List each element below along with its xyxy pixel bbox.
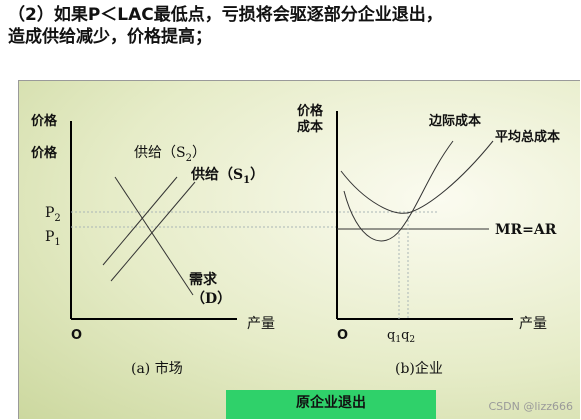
- market-graph: 价格 价格 供给（S2） 供给（S1） 需求 （D） P2 P1 O 产量 (a…: [31, 113, 439, 377]
- supply-s2-label: 供给（S2）: [134, 145, 206, 164]
- firm-exit-box: 原企业退出: [226, 390, 436, 419]
- demand-label-1: 需求: [189, 271, 218, 288]
- economics-diagram: 价格 价格 供给（S2） 供给（S1） 需求 （D） P2 P1 O 产量 (a…: [31, 103, 560, 377]
- firm-y-label-1: 价格: [297, 103, 324, 119]
- q1-q2-labels: q1q2: [387, 328, 415, 345]
- heading-line-2: 造成供给减少，价格提高；: [8, 27, 212, 47]
- market-y-label-1: 价格: [31, 113, 58, 129]
- firm-caption: (b)企业: [395, 360, 443, 377]
- p2-label: P2: [45, 205, 61, 224]
- mr-ar-label: MR=AR: [495, 222, 557, 238]
- market-origin: O: [71, 328, 82, 343]
- heading-line-1-text: 如果P＜LAC最低点，亏损将会驱逐部分企业退出，: [53, 5, 443, 25]
- atc-label: 平均总成本: [495, 129, 560, 145]
- firm-origin: O: [337, 328, 348, 343]
- market-y-label-2: 价格: [31, 145, 58, 161]
- mc-label: 边际成本: [428, 113, 481, 129]
- demand-line: [114, 176, 194, 296]
- firm-graph: 价格 成本 边际成本 平均总成本 MR=AR O q1q2 产量 (b)企业: [297, 103, 560, 377]
- supply-s2-line: [102, 176, 178, 266]
- p1-label: P1: [45, 229, 61, 248]
- heading-number: （2）: [8, 5, 54, 25]
- heading-line-1: （2）如果P＜LAC最低点，亏损将会驱逐部分企业退出，: [8, 4, 578, 26]
- heading: （2）如果P＜LAC最低点，亏损将会驱逐部分企业退出， 造成供给减少，价格提高；: [8, 4, 578, 48]
- market-caption: (a) 市场: [131, 360, 183, 377]
- firm-x-label: 产量: [519, 316, 547, 332]
- mc-curve: [343, 140, 454, 242]
- demand-label-2: （D）: [191, 291, 231, 307]
- atc-curve: [340, 140, 494, 214]
- firm-y-label-2: 成本: [297, 119, 323, 135]
- diagram-panel: 价格 价格 供给（S2） 供给（S1） 需求 （D） P2 P1 O 产量 (a…: [18, 80, 580, 419]
- market-x-label: 产量: [247, 316, 275, 332]
- supply-s1-line: [110, 181, 196, 282]
- watermark: CSDN @lizz666: [488, 400, 573, 413]
- supply-s1-label: 供给（S1）: [190, 166, 264, 186]
